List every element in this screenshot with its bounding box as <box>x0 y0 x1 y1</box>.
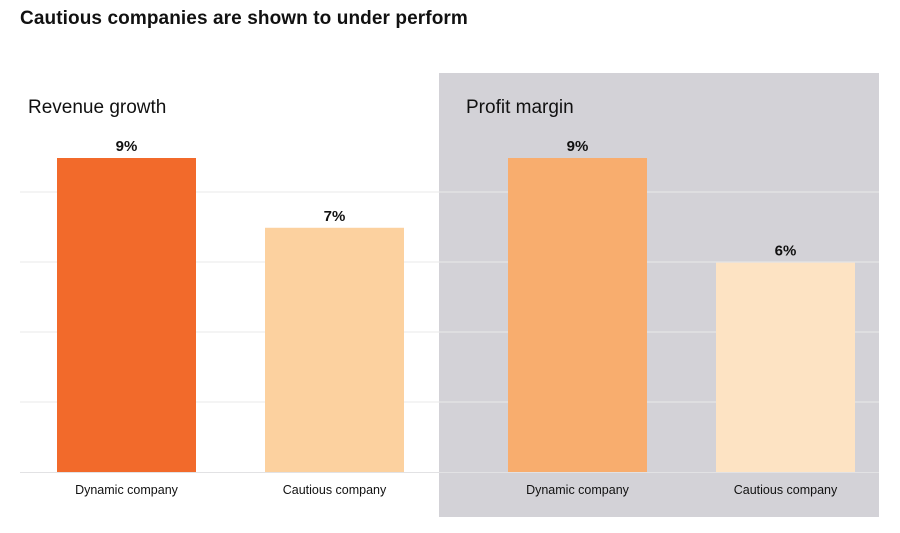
data-label: 7% <box>324 208 346 225</box>
category-label: Dynamic company <box>75 483 179 497</box>
bar-cautious-company <box>265 227 404 472</box>
bar-cautious-company <box>716 262 855 472</box>
panel-title: Revenue growth <box>28 97 166 118</box>
chart-title: Cautious companies are shown to under pe… <box>20 8 468 29</box>
data-label: 6% <box>775 243 797 260</box>
bar-dynamic-company <box>508 158 647 472</box>
bar-dynamic-company <box>57 158 196 472</box>
data-label: 9% <box>567 138 589 155</box>
category-label: Dynamic company <box>526 483 630 497</box>
panel-title: Profit margin <box>466 97 574 118</box>
category-label: Cautious company <box>734 483 838 497</box>
data-label: 9% <box>116 138 138 155</box>
category-label: Cautious company <box>283 483 387 497</box>
